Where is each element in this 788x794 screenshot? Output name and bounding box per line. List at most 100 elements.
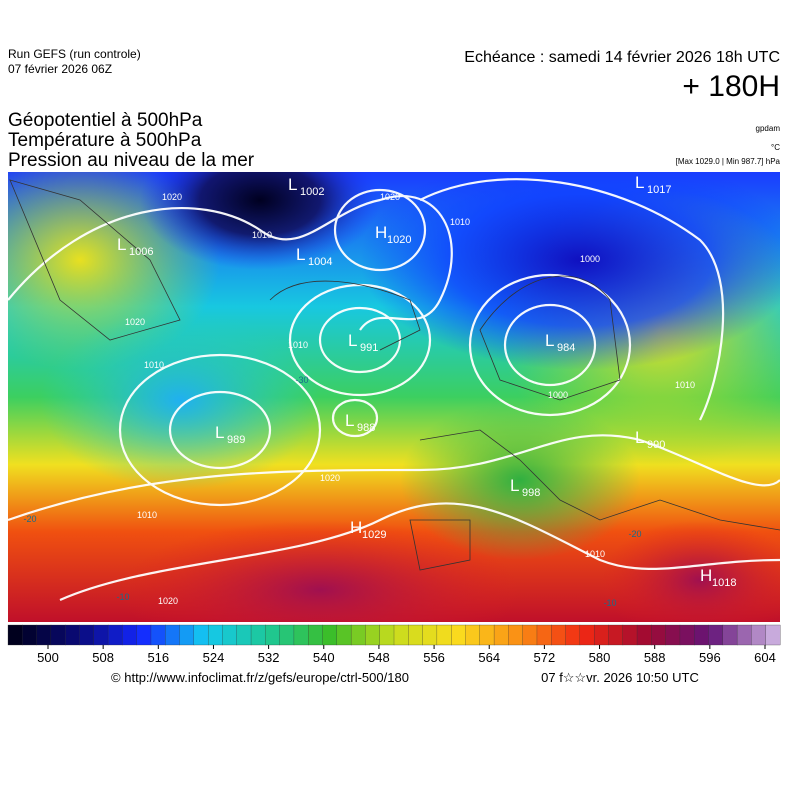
colorbar-tick-label: 516 — [147, 650, 169, 665]
center-letter: L — [348, 331, 357, 350]
colorbar-swatch — [193, 624, 209, 646]
center-letter: H — [350, 518, 362, 537]
colorbar-swatch — [551, 624, 567, 646]
colorbar-swatch — [522, 624, 538, 646]
isobar-label: 1010 — [288, 340, 308, 350]
pressure-center: L 1002 — [288, 175, 324, 198]
center-letter: L — [345, 411, 354, 430]
center-value: 1018 — [712, 577, 736, 589]
colorbar-swatch — [179, 624, 195, 646]
colorbar-swatch — [694, 624, 709, 646]
isobar-label: 1010 — [675, 380, 695, 390]
field: Pression au niveau de la mer — [8, 150, 255, 171]
pressure-center: L 988 — [345, 411, 375, 434]
colorbar-swatch — [665, 624, 681, 646]
temperature-label: -10 — [603, 598, 616, 608]
colorbar-swatch — [350, 624, 366, 646]
colorbar-swatch — [508, 624, 524, 646]
colorbar-swatch — [679, 624, 695, 646]
center-letter: L — [635, 428, 644, 447]
colorbar-swatch — [7, 624, 23, 646]
colorbar-swatch — [36, 624, 52, 646]
colorbar-tick-label: 548 — [368, 650, 390, 665]
isobar-label: 1010 — [252, 230, 272, 240]
colorbar-tick-label: 540 — [313, 650, 335, 665]
colorbar-tick-label: 588 — [644, 650, 666, 665]
run: Run GEFS (run controle) — [8, 47, 141, 61]
center-value: 1002 — [300, 186, 324, 198]
colorbar-swatch — [636, 624, 652, 646]
pressure-center: L 991 — [348, 331, 378, 354]
colorbar-swatch — [393, 624, 409, 646]
colorbar-swatch — [122, 624, 138, 646]
generated-time: 07 f☆☆vr. 2026 10:50 UTC — [541, 670, 699, 685]
isobar-label: 1010 — [137, 510, 157, 520]
colorbar-swatch — [579, 624, 595, 646]
temperature-label: -30 — [295, 375, 308, 385]
center-letter: H — [700, 566, 712, 585]
center-value: 991 — [360, 342, 378, 354]
temperature-label: -20 — [628, 529, 641, 539]
valid-time: Echéance : samedi 14 février 2026 18h UT… — [464, 49, 780, 66]
colorbar-tick-label: 524 — [203, 650, 225, 665]
colorbar-tick-label: 500 — [37, 650, 59, 665]
isobar-label: 1010 — [144, 360, 164, 370]
pressure-center: H 1018 — [700, 566, 736, 589]
colorbar-swatch — [236, 624, 252, 646]
pressure-center: H 1029 — [350, 518, 386, 541]
center-letter: L — [117, 235, 126, 254]
center-letter: L — [545, 331, 554, 350]
colorbar-swatch — [408, 624, 424, 646]
center-value: 989 — [227, 434, 245, 446]
colorbar-swatch — [465, 624, 481, 646]
pressure-center: L 984 — [545, 331, 575, 354]
center-letter: L — [296, 245, 305, 264]
colorbar-swatch — [50, 624, 66, 646]
colorbar-swatch — [751, 624, 767, 646]
colorbar-swatch — [536, 624, 552, 646]
pressure-center: L 1017 — [635, 173, 671, 196]
center-letter: L — [510, 476, 519, 495]
isobar-label: 1010 — [450, 217, 470, 227]
colorbar-swatch — [136, 624, 152, 646]
colorbar-swatch — [451, 624, 466, 646]
colorbar-tick-label: 580 — [589, 650, 611, 665]
colorbar-swatch — [565, 624, 581, 646]
map — [8, 172, 780, 622]
center-value: 1020 — [387, 234, 411, 246]
temperature-label: -20 — [23, 514, 36, 524]
colorbar-swatch — [93, 624, 109, 646]
isobar-label: 1020 — [125, 317, 145, 327]
colorbar-swatch — [765, 624, 781, 646]
center-value: 1006 — [129, 246, 153, 258]
colorbar-swatch — [165, 624, 181, 646]
colorbar-swatch — [107, 624, 123, 646]
colorbar-swatch — [722, 624, 738, 646]
colorbar-swatch — [379, 624, 395, 646]
colorbar-tick-label: 532 — [258, 650, 280, 665]
isobar-label: 1000 — [580, 254, 600, 264]
colorbar-swatch — [422, 624, 438, 646]
lead-time: + 180H — [682, 70, 780, 103]
pressure-center: H 1020 — [375, 223, 411, 246]
isobar-label: 1000 — [548, 390, 568, 400]
colorbar-swatch — [736, 624, 752, 646]
colorbar-swatch — [293, 624, 309, 646]
temperature-label: -10 — [116, 592, 129, 602]
field: Géopotentiel à 500hPa — [8, 110, 203, 131]
colorbar: 500 508 516 524 532 540 548 556 564 572 580 588 596 6… — [7, 624, 781, 665]
pressure-center: L 1004 — [296, 245, 332, 268]
center-value: 990 — [647, 439, 665, 451]
colorbar-tick-label: 556 — [423, 650, 445, 665]
pressure-center: L 990 — [635, 428, 665, 451]
center-value: 988 — [357, 422, 375, 434]
colorbar-swatch — [622, 624, 638, 646]
center-letter: H — [375, 223, 387, 242]
colorbar-swatch — [365, 624, 381, 646]
center-letter: L — [635, 173, 644, 192]
center-letter: L — [288, 175, 297, 194]
colorbar-swatch — [22, 624, 38, 646]
colorbar-swatch — [336, 624, 352, 646]
isobar-label: 1020 — [380, 192, 400, 202]
